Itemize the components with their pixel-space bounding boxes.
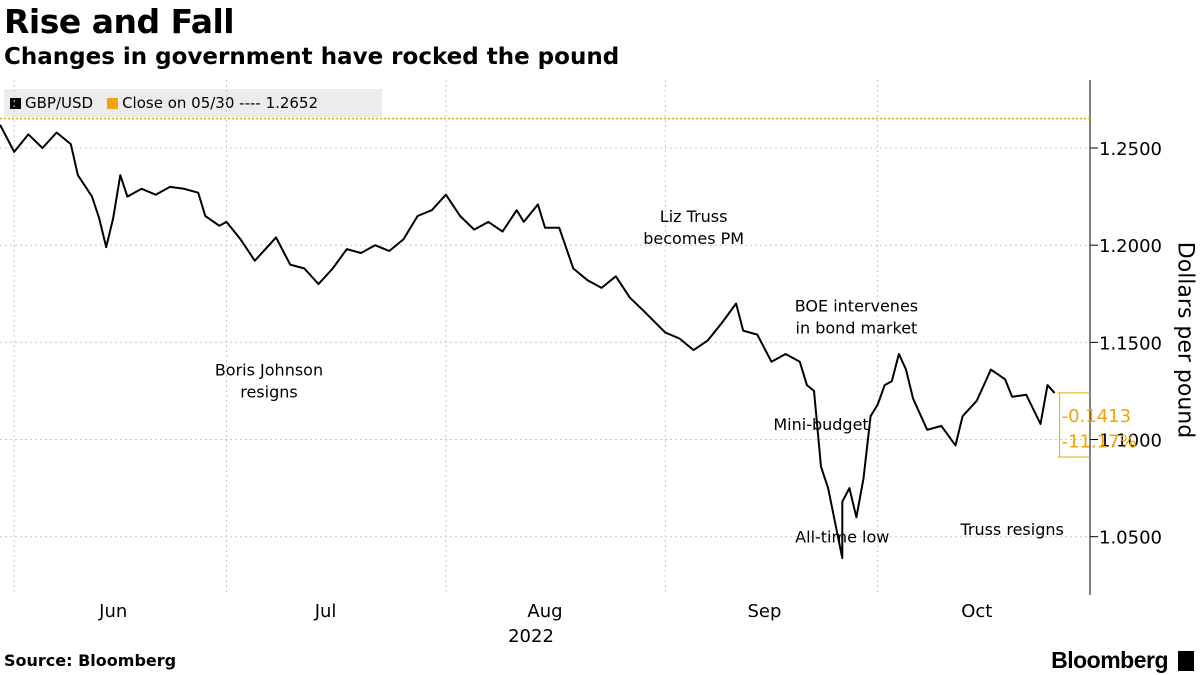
x-tick-label: Jun [98, 601, 127, 622]
annotation-line: resigns [240, 382, 297, 401]
annotation-line: Boris Johnson [215, 360, 323, 379]
change-absolute-label: -0.1413 [1062, 406, 1131, 427]
legend-item-series: GBP/USD [10, 94, 93, 112]
x-tick-label: Sep [747, 601, 781, 622]
y-tick-label: 1.1000 [1099, 431, 1162, 452]
annotation-line: All-time low [795, 528, 889, 547]
annotation-line: becomes PM [643, 229, 744, 248]
chart-title: Rise and Fall [4, 2, 235, 41]
x-axis-year-label: 2022 [508, 626, 554, 647]
annotation-label: Boris Johnson resigns [215, 360, 323, 401]
brand-mark-icon [1178, 651, 1194, 671]
y-axis-label: Dollars per pound [1172, 241, 1198, 439]
series-line-gbp-usd [0, 124, 1056, 560]
change-percent-label: -11.17% [1062, 431, 1137, 452]
annotation-line: Truss resigns [959, 520, 1063, 539]
x-tick-label: Jul [314, 601, 337, 622]
annotation-label: BOE intervenes in bond market [795, 296, 918, 337]
chart-subtitle: Changes in government have rocked the po… [4, 44, 620, 70]
annotation-label: Liz Truss becomes PM [643, 207, 744, 248]
annotation-line: Liz Truss [660, 207, 728, 226]
source-note: Source: Bloomberg [4, 651, 177, 670]
annotation-line: BOE intervenes [795, 296, 918, 315]
annotation-label: Truss resigns [959, 520, 1063, 539]
y-tick-label: 1.1500 [1099, 333, 1162, 354]
y-tick-label: 1.0500 [1099, 528, 1162, 549]
annotation-line: Mini-budget [773, 415, 868, 434]
annotation-label: All-time low [795, 528, 889, 547]
chart-legend: GBP/USD Close on 05/30 ---- 1.2652 [4, 89, 382, 117]
annotation-line: in bond market [796, 318, 918, 337]
y-tick-label: 1.2500 [1099, 139, 1162, 160]
legend-label-series: GBP/USD [25, 94, 94, 112]
x-tick-label: Oct [961, 601, 992, 622]
legend-item-reference: Close on 05/30 ---- 1.2652 [107, 94, 318, 112]
annotation-label: Mini-budget [773, 415, 868, 434]
legend-swatch-reference [107, 97, 119, 109]
legend-swatch-series [10, 97, 21, 109]
y-tick-label: 1.2000 [1099, 236, 1162, 257]
x-tick-label: Aug [527, 601, 562, 622]
brand-logo: Bloomberg [1051, 647, 1168, 673]
legend-label-reference: Close on 05/30 ---- 1.2652 [122, 94, 319, 112]
